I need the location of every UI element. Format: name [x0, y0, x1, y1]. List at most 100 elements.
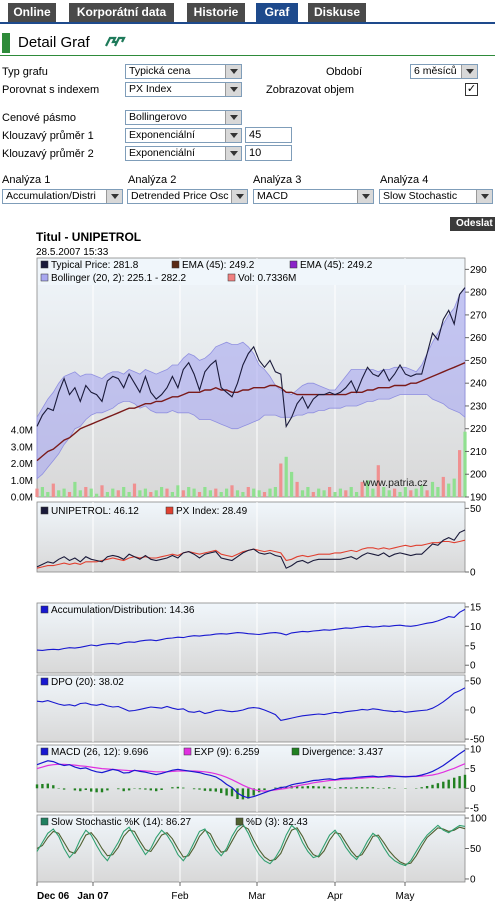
tab-historie[interactable]: Historie	[187, 3, 245, 22]
analyza-2-select[interactable]: Detrended Price Osc	[127, 189, 248, 204]
legend-text: Typical Price: 281.8	[51, 260, 139, 271]
kp1-type-value: Exponenciální	[129, 129, 195, 141]
volume-bar	[127, 492, 131, 497]
legend-swatch	[40, 747, 49, 756]
y-tick-label: 0	[470, 874, 476, 885]
divergence-bar	[35, 784, 39, 789]
volume-bar	[425, 490, 429, 497]
volume-bar	[349, 487, 353, 497]
kp2-type-select[interactable]: Exponenciální	[125, 146, 242, 161]
divergence-bar	[198, 788, 201, 790]
y-tick-label: 15	[470, 602, 482, 613]
kp1-label: Klouzavý průměr 1	[2, 130, 94, 142]
volume-bar	[300, 490, 305, 497]
analyza-1-select[interactable]: Accumulation/Distri	[2, 189, 123, 204]
chevron-down-icon	[225, 147, 241, 160]
volume-bar	[143, 488, 147, 497]
divergence-bar	[62, 788, 66, 790]
divergence-bar	[192, 788, 196, 790]
chart-logo-icon	[105, 36, 126, 47]
divergence-bar	[425, 786, 429, 789]
page-title: Detail Graf	[18, 34, 90, 51]
analyza-3-select[interactable]: MACD	[253, 189, 374, 204]
tab-online[interactable]: Online	[8, 3, 56, 22]
divergence-bar	[230, 788, 234, 797]
divergence-bar	[306, 786, 310, 789]
legend-swatch	[227, 273, 236, 282]
legend-swatch	[40, 506, 49, 515]
kp2-type-value: Exponenciální	[129, 147, 195, 159]
volume-bar	[197, 492, 202, 497]
tab-graf[interactable]: Graf	[256, 3, 298, 22]
divergence-bar	[366, 787, 369, 789]
divergence-bar	[463, 774, 467, 789]
volume-bar	[51, 483, 55, 497]
volume-bar	[105, 492, 109, 497]
volume-bar	[322, 490, 326, 497]
legend-swatch	[291, 747, 300, 756]
volume-bar	[208, 490, 212, 497]
divergence-bar	[312, 786, 315, 789]
volume-bar	[262, 492, 267, 497]
legend-swatch	[289, 260, 298, 269]
volume-bar	[447, 483, 451, 497]
divergence-bar	[241, 788, 245, 800]
divergence-bar	[138, 788, 142, 790]
volume-bar	[420, 485, 424, 497]
legend-text: DPO (20): 38.02	[51, 677, 124, 688]
legend-text: MACD (26, 12): 9.696	[51, 747, 149, 758]
porovnat-select[interactable]: PX Index	[125, 82, 242, 97]
chevron-down-icon	[461, 65, 477, 78]
legend-text: Divergence: 3.437	[302, 747, 384, 758]
kp1-input[interactable]: 45	[245, 127, 292, 143]
divergence-bar	[117, 788, 120, 790]
objem-label: Zobrazovat objem	[266, 84, 355, 96]
y-tick-label: 260	[470, 333, 487, 344]
divergence-bar	[263, 788, 266, 790]
obdobi-value: 6 měsíců	[414, 65, 457, 77]
divergence-bar	[122, 788, 125, 792]
typ-grafu-select[interactable]: Typická cena	[125, 64, 242, 79]
divergence-bar	[322, 786, 326, 789]
volume-bar	[295, 481, 299, 497]
legend-text: PX Index: 28.49	[176, 506, 248, 517]
y-tick-label: 210	[470, 447, 487, 458]
obdobi-select[interactable]: 6 měsíců	[410, 64, 478, 79]
chevron-down-icon	[476, 190, 492, 203]
volume-bar	[360, 481, 364, 497]
tab-underline	[0, 22, 495, 24]
volume-bar	[122, 487, 126, 497]
pasmo-select[interactable]: Bollingerovo	[125, 110, 242, 125]
tab-bar: Online Korporátní data Historie Graf Dis…	[0, 0, 495, 24]
analyza-4-select[interactable]: Slow Stochastic	[379, 189, 493, 204]
dpo-line	[36, 687, 466, 722]
divergence-bar	[176, 786, 180, 789]
tab-korporatni-data[interactable]: Korporátní data	[69, 3, 174, 22]
porovnat-label: Porovnat s indexem	[2, 84, 100, 96]
volume-bar	[67, 492, 72, 497]
divergence-bar	[209, 788, 212, 792]
volume-bar	[149, 492, 153, 497]
divergence-bar	[339, 787, 342, 789]
divergence-bar	[160, 788, 163, 790]
stoch-k-line	[36, 823, 466, 867]
volume-bar	[284, 456, 288, 497]
volume-bar	[441, 476, 445, 497]
kp1-type-select[interactable]: Exponenciální	[125, 128, 242, 143]
volume-bar	[84, 487, 88, 497]
volume-bar	[160, 487, 164, 497]
volume-bar	[436, 487, 440, 497]
divergence-bar	[247, 788, 250, 799]
header-accent-bar	[2, 33, 10, 53]
volume-bar	[371, 488, 375, 497]
legend-text: Accumulation/Distribution: 14.36	[51, 605, 195, 616]
legend-text: Vol: 0.7336M	[238, 273, 296, 284]
objem-checkbox[interactable]: ✓	[465, 83, 478, 96]
tab-diskuse[interactable]: Diskuse	[308, 3, 366, 22]
volume-bar	[62, 488, 66, 497]
divergence-bar	[182, 787, 185, 789]
x-tick-label: Dec 06	[37, 891, 70, 902]
send-button[interactable]: Odeslat	[450, 217, 495, 231]
legend-swatch	[40, 605, 49, 614]
kp2-input[interactable]: 10	[245, 145, 292, 161]
